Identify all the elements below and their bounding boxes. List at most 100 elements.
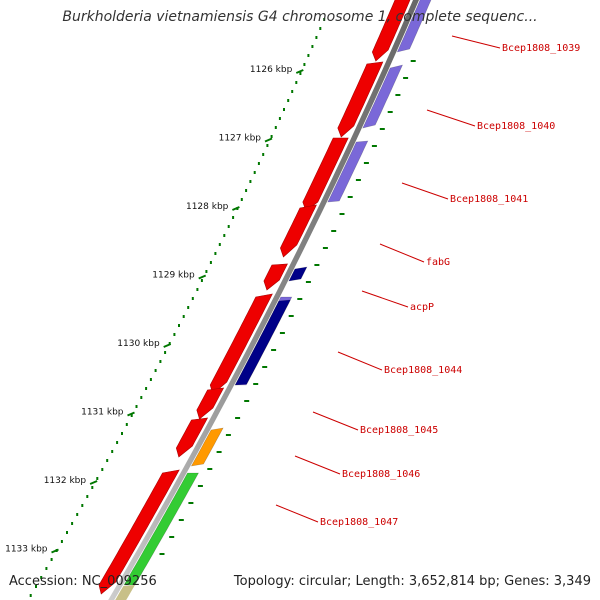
outer-tick xyxy=(169,536,175,538)
tick-dot xyxy=(205,270,208,273)
tick-dot xyxy=(266,144,269,147)
kbp-label: 1126 kbp xyxy=(250,65,293,75)
gene-leader-line xyxy=(312,411,359,431)
chromosome-backbone xyxy=(108,0,419,600)
gene-leader-line xyxy=(337,351,383,371)
tick-dot xyxy=(125,423,128,426)
outer-tick xyxy=(297,298,303,300)
cog-segment[interactable] xyxy=(234,299,291,386)
gene-label[interactable]: fabG xyxy=(426,257,450,268)
major-tick xyxy=(295,69,304,74)
tick-dot xyxy=(164,351,167,354)
tick-dot xyxy=(240,198,243,201)
tick-dot xyxy=(223,234,226,237)
tick-dots xyxy=(29,18,416,597)
cds-arrow[interactable] xyxy=(371,0,414,62)
cds-arrow[interactable] xyxy=(337,61,384,138)
major-tick xyxy=(163,343,172,348)
tick-dot xyxy=(45,567,48,570)
gene-label[interactable]: Bcep1808_1044 xyxy=(384,365,462,376)
tick-dot xyxy=(307,54,310,57)
kbp-label: 1127 kbp xyxy=(219,134,262,144)
tick-dot xyxy=(140,396,143,399)
cds-arrow[interactable] xyxy=(98,469,180,595)
tick-dot xyxy=(227,225,230,228)
outer-tick xyxy=(347,196,353,198)
gene-leader-line xyxy=(361,290,409,308)
gene-leader-line xyxy=(426,109,476,127)
cog-segment[interactable] xyxy=(190,427,224,467)
tick-dot xyxy=(96,477,99,480)
gene-leader-line xyxy=(294,455,341,475)
tick-dot xyxy=(29,594,32,597)
outer-tick xyxy=(216,451,222,453)
tick-dot xyxy=(178,324,180,327)
cds-arrow[interactable] xyxy=(196,387,225,420)
gene-leader-line xyxy=(451,35,501,49)
tick-dot xyxy=(91,486,94,489)
outer-tick xyxy=(207,468,213,470)
gene-label[interactable]: Bcep1808_1041 xyxy=(450,194,528,205)
gene-label[interactable]: Bcep1808_1045 xyxy=(360,425,438,436)
outer-tick xyxy=(244,400,250,402)
outer-tick xyxy=(379,128,385,130)
tick-dot xyxy=(287,99,290,102)
cds-arrow[interactable] xyxy=(302,137,349,212)
outer-tick xyxy=(197,485,203,487)
tick-dot xyxy=(196,288,199,291)
gene-label[interactable]: Bcep1808_1039 xyxy=(502,43,580,54)
tick-dot xyxy=(274,126,277,129)
gene-leader-line xyxy=(379,243,425,263)
outer-tick xyxy=(253,383,259,385)
outer-tick xyxy=(314,264,320,266)
tick-dot xyxy=(154,369,157,372)
tick-dot xyxy=(182,315,185,318)
cds-arrow[interactable] xyxy=(175,417,209,458)
tick-dot xyxy=(303,63,306,66)
gene-leader-line xyxy=(275,504,319,523)
map-title: Burkholderia vietnamiensis G4 chromosome… xyxy=(62,9,538,25)
tick-dot xyxy=(50,558,53,561)
outer-tick xyxy=(339,213,345,215)
tick-dot xyxy=(249,180,252,183)
cds-arrow[interactable] xyxy=(280,204,317,258)
cog-segment[interactable] xyxy=(327,140,369,203)
major-tick xyxy=(127,411,135,417)
gene-leader-line xyxy=(401,182,449,200)
cog-segment[interactable] xyxy=(123,472,200,586)
cog-segment[interactable] xyxy=(288,266,308,282)
cog-segment[interactable] xyxy=(362,64,404,129)
gene-label[interactable]: Bcep1808_1046 xyxy=(342,469,420,480)
gene-label[interactable]: acpP xyxy=(410,302,434,313)
outer-tick xyxy=(371,145,377,147)
gene-label[interactable]: Bcep1808_1047 xyxy=(320,517,398,528)
tick-dot xyxy=(130,414,133,417)
tick-dot xyxy=(253,171,256,174)
kbp-label: 1129 kbp xyxy=(152,271,195,281)
gene-label[interactable]: Bcep1808_1040 xyxy=(477,121,555,132)
tick-dot xyxy=(214,252,217,255)
tick-dot xyxy=(145,387,148,390)
gene-labels: Bcep1808_1039 Bcep1808_1040 Bcep1808_1041f… xyxy=(275,35,580,528)
tick-dot xyxy=(262,153,265,156)
cog-segment[interactable] xyxy=(109,585,135,600)
tick-dot xyxy=(81,504,84,507)
outer-tick xyxy=(355,179,361,181)
cds-arrow[interactable] xyxy=(263,263,288,291)
tick-dot xyxy=(323,18,326,21)
tick-dot xyxy=(40,576,43,579)
tick-dot xyxy=(135,405,138,408)
outer-tick xyxy=(178,519,184,521)
tick-dot xyxy=(187,306,190,309)
cog-segment[interactable] xyxy=(396,0,434,53)
tick-dot xyxy=(270,135,273,138)
outer-tick xyxy=(363,162,369,164)
tick-dot xyxy=(66,531,68,534)
tick-dot xyxy=(209,261,212,264)
tick-dot xyxy=(200,279,203,282)
outer-tick xyxy=(410,60,416,62)
tick-dot xyxy=(106,459,109,462)
kbp-label: 1131 kbp xyxy=(81,408,124,418)
tick-dot xyxy=(111,450,114,453)
